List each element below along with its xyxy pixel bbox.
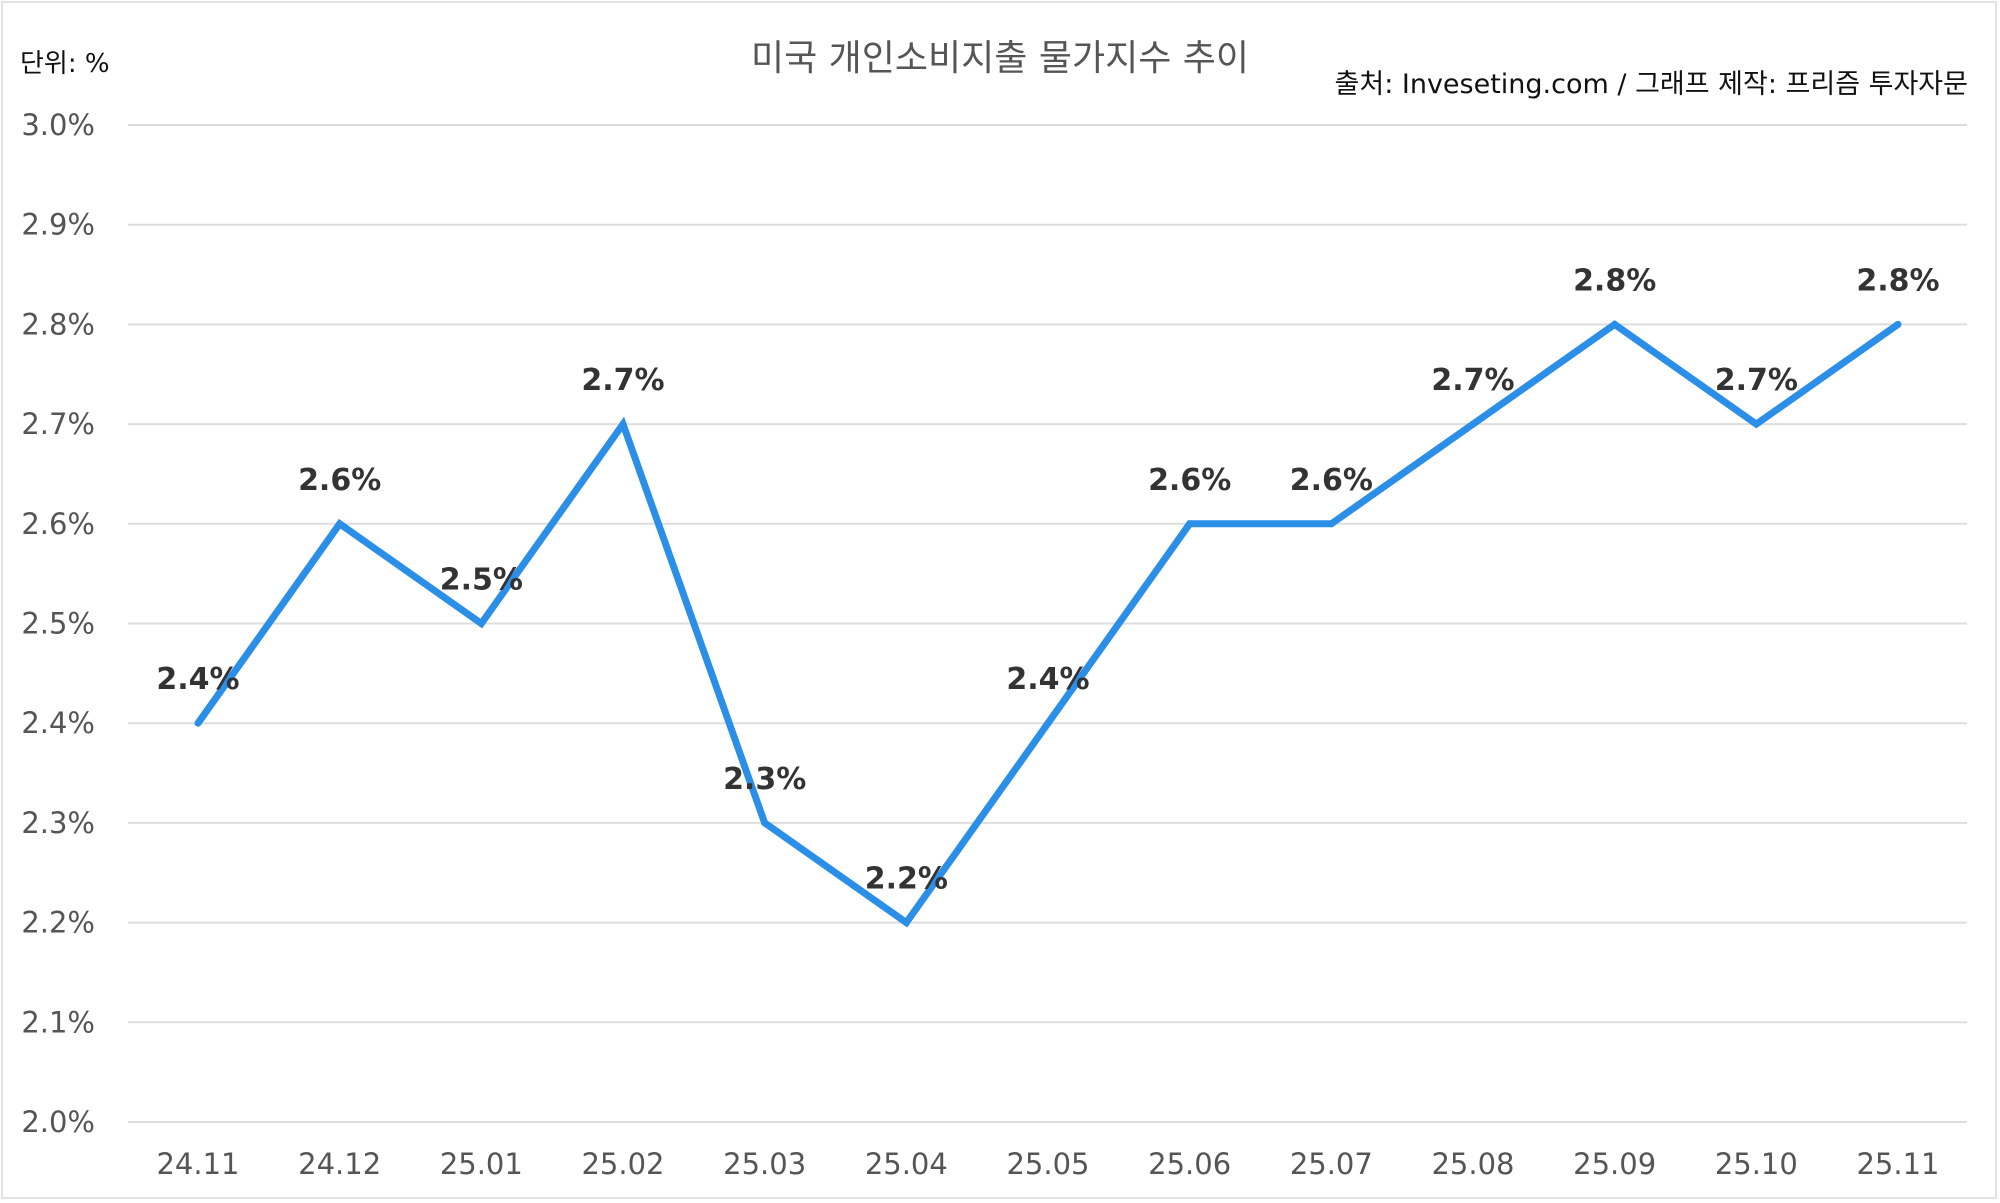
data-label: 2.6% [1148,463,1231,498]
data-point [902,919,910,927]
data-point [336,520,344,528]
y-tick-label: 2.9% [21,208,95,242]
data-point [1469,420,1477,428]
x-tick-label: 25.02 [581,1147,664,1181]
data-label: 2.7% [581,363,664,398]
data-label: 2.8% [1856,263,1939,298]
y-tick-label: 3.0% [21,108,95,142]
x-tick-label: 25.10 [1715,1147,1798,1181]
y-tick-label: 2.2% [21,906,95,940]
x-tick-label: 24.12 [298,1147,381,1181]
data-label: 2.5% [440,563,523,598]
data-label: 2.4% [156,662,239,697]
data-point [194,719,202,727]
data-point [1044,719,1052,727]
unit-label: 단위: % [20,49,110,79]
data-label: 2.6% [1290,463,1373,498]
chart-title: 미국 개인소비지출 물가지수 추이 [751,38,1249,79]
data-point [619,420,627,428]
x-tick-label: 24.11 [156,1147,239,1181]
data-point [1752,420,1760,428]
y-tick-label: 2.0% [21,1105,95,1139]
data-label: 2.7% [1715,363,1798,398]
data-point [1186,520,1194,528]
x-tick-label: 25.06 [1148,1147,1231,1181]
data-label: 2.2% [865,862,948,897]
source-note: 출처: Inveseting.com / 그래프 제작: 프리즘 투자자문 [1335,69,1968,100]
x-tick-label: 25.05 [1006,1147,1089,1181]
data-point [1611,320,1619,328]
data-label: 2.7% [1431,363,1514,398]
x-tick-label: 25.11 [1856,1147,1939,1181]
x-tick-label: 25.03 [723,1147,806,1181]
x-tick-label: 25.07 [1290,1147,1373,1181]
data-point [477,620,485,627]
x-tick-label: 25.04 [865,1147,948,1181]
data-label: 2.8% [1573,263,1656,298]
data-point [761,819,769,827]
y-tick-label: 2.8% [21,307,95,341]
data-point [1327,520,1335,528]
data-label: 2.6% [298,463,381,498]
data-label: 2.4% [1006,662,1089,697]
x-tick-label: 25.08 [1431,1147,1514,1181]
y-tick-label: 2.4% [21,706,95,740]
x-tick-label: 25.09 [1573,1147,1656,1181]
data-point [1894,320,1902,328]
y-tick-label: 2.3% [21,806,95,840]
y-tick-label: 2.7% [21,407,95,441]
x-tick-label: 25.01 [440,1147,523,1181]
y-tick-label: 2.5% [21,607,95,641]
y-tick-label: 2.6% [21,507,95,541]
data-label: 2.3% [723,762,806,797]
y-tick-label: 2.1% [21,1005,95,1039]
